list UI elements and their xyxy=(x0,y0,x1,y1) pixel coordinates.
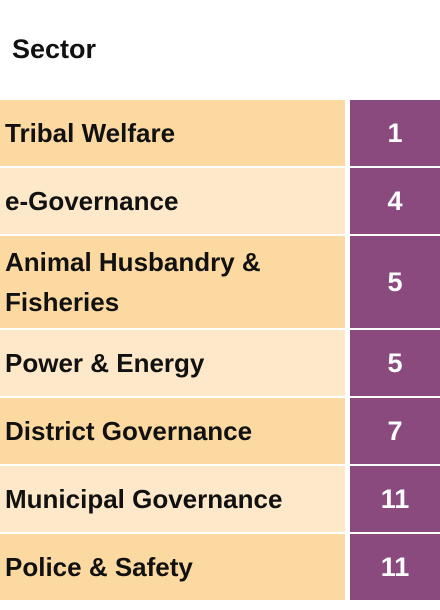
sector-name: District Governance xyxy=(0,398,345,464)
table-row: Tribal Welfare 1 xyxy=(0,100,440,166)
sector-name: Power & Energy xyxy=(0,330,345,396)
sector-count: 5 xyxy=(350,330,440,396)
sector-count: 11 xyxy=(350,466,440,532)
table-row: e-Governance 4 xyxy=(0,168,440,234)
sector-name: Tribal Welfare xyxy=(0,100,345,166)
sector-name: Municipal Governance xyxy=(0,466,345,532)
sector-count: 4 xyxy=(350,168,440,234)
sector-name: Animal Husbandry & Fisheries xyxy=(0,236,345,328)
table-row: Municipal Governance 11 xyxy=(0,466,440,532)
sector-name: Police & Safety xyxy=(0,534,345,600)
header-title: Sector xyxy=(12,34,97,64)
sector-count: 1 xyxy=(350,100,440,166)
table: Tribal Welfare 1 e-Governance 4 Animal Husba… xyxy=(0,100,440,602)
sector-name: e-Governance xyxy=(0,168,345,234)
sector-count: 5 xyxy=(350,236,440,328)
table-row: District Governance 7 xyxy=(0,398,440,464)
table-row: Animal Husbandry & Fisheries 5 xyxy=(0,236,440,328)
sector-count: 11 xyxy=(350,534,440,600)
table-row: Power & Energy 5 xyxy=(0,330,440,396)
sector-count: 7 xyxy=(350,398,440,464)
table-row: Police & Safety 11 xyxy=(0,534,440,600)
